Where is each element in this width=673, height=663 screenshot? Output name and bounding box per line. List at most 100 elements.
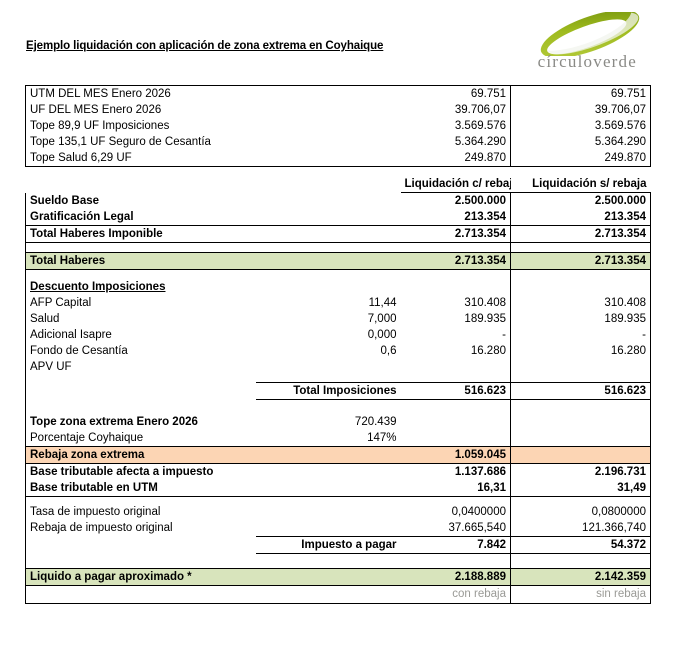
row-value-con: 310.408 bbox=[400, 295, 511, 311]
row-value-con: 189.935 bbox=[400, 311, 511, 327]
row-value-con: 249.870 bbox=[400, 150, 512, 167]
page-title: Ejemplo liquidación con aplicación de zo… bbox=[26, 40, 384, 52]
row-value-sin: 189.935 bbox=[510, 311, 651, 327]
spacer-cell-c bbox=[510, 553, 651, 559]
spacer-row bbox=[25, 375, 651, 383]
row-label: Porcentaje Coyhaique bbox=[25, 430, 256, 447]
spacer-row bbox=[25, 553, 651, 559]
row-label: Tope Salud 6,29 UF bbox=[30, 152, 132, 164]
row-value-con: 2.500.000 bbox=[400, 192, 511, 209]
footnote-sin: sin rebaja bbox=[510, 585, 651, 604]
indicadores-body: UTM DEL MES Enero 2026 69.751 69.751 UF … bbox=[26, 85, 651, 167]
row-label: Base tributable en UTM bbox=[25, 480, 401, 497]
row-label: UF DEL MES Enero 2026 bbox=[30, 104, 162, 116]
row-value-sin: 2.713.354 bbox=[510, 225, 651, 243]
row-rate bbox=[256, 359, 401, 375]
table-row: Tope 89,9 UF Imposiciones 3.569.576 3.56… bbox=[26, 118, 651, 134]
spacer-cell-c bbox=[510, 496, 651, 504]
row-label: UTM DEL MES Enero 2026 bbox=[30, 88, 171, 100]
row-value-con: 69.751 bbox=[400, 85, 512, 102]
row-label: Total Haberes bbox=[25, 252, 401, 270]
spacer-cell-a bbox=[25, 375, 256, 383]
impuesto-body: Tasa de impuesto original 0,0400000 0,08… bbox=[25, 504, 651, 569]
footnote-row: con rebaja sin rebaja bbox=[25, 585, 651, 604]
row-value-con: 5.364.290 bbox=[400, 134, 512, 150]
row-label: Tope 89,9 UF Imposiciones bbox=[30, 120, 170, 132]
row-label: Liquido a pagar aproximado * bbox=[25, 568, 401, 586]
spacer-row bbox=[25, 559, 651, 569]
table-row: UTM DEL MES Enero 2026 69.751 69.751 bbox=[26, 85, 651, 102]
spacer-cell-b bbox=[400, 399, 511, 405]
spacer-cell-b bbox=[400, 242, 511, 253]
row-value-con: 0,0400000 bbox=[400, 504, 511, 520]
row-label: Fondo de Cesantía bbox=[25, 343, 256, 359]
row-value-con: 39.706,07 bbox=[400, 102, 512, 118]
spacer-cell-rate bbox=[255, 375, 401, 383]
row-rate: 147% bbox=[367, 432, 397, 444]
row-value-sin: 213.354 bbox=[510, 209, 651, 226]
swoosh-icon bbox=[540, 12, 640, 56]
row-value-con: 1.137.686 bbox=[400, 463, 511, 480]
spacer-cell-rate bbox=[255, 399, 401, 405]
spacer-cell-a bbox=[25, 559, 401, 569]
row-rate: 0,6 bbox=[380, 345, 397, 357]
row-label: Gratificación Legal bbox=[25, 209, 401, 226]
row-value-sin bbox=[510, 359, 651, 375]
spacer-cell-c bbox=[510, 405, 651, 414]
table-row: Adicional Isapre 0,000 - - bbox=[25, 327, 651, 343]
header-spacer bbox=[26, 176, 256, 193]
spacer-cell-a bbox=[25, 496, 401, 504]
spacer-cell-a bbox=[25, 553, 256, 559]
row-value-sin: 121.366,740 bbox=[510, 520, 651, 537]
row-rate: 720.439 bbox=[354, 416, 397, 428]
row-value-con: 16.280 bbox=[400, 343, 511, 359]
row-value-sin: 2.142.359 bbox=[510, 568, 651, 586]
brand-logo: CÍRCULOVERDE bbox=[475, 12, 655, 74]
spacer-row bbox=[25, 242, 651, 253]
descuento-title-row: Descuento Imposiciones bbox=[25, 279, 651, 295]
liquidacion-table: Liquidación c/ rebaja Liquidación s/ reb… bbox=[25, 176, 651, 604]
row-value-sin: 16.280 bbox=[510, 343, 651, 359]
indicadores-table: UTM DEL MES Enero 2026 69.751 69.751 UF … bbox=[25, 85, 652, 167]
row-value-sin: 39.706,07 bbox=[594, 104, 647, 116]
row-value-sin: 516.623 bbox=[510, 382, 651, 400]
spacer-cell-a bbox=[25, 405, 401, 414]
footnote-con: con rebaja bbox=[400, 585, 511, 604]
base-tributable-body: Base tributable afecta a impuesto 1.137.… bbox=[25, 463, 651, 504]
spacer-cell-b bbox=[400, 496, 511, 504]
row-label: Rebaja de impuesto original bbox=[25, 520, 256, 537]
base-tributable-utm-row: Base tributable en UTM 16,31 31,49 bbox=[25, 480, 651, 497]
empty-cell-sin bbox=[510, 279, 651, 295]
row-value-sin: - bbox=[510, 327, 651, 343]
spacer-cell-b bbox=[400, 405, 511, 414]
spacer-cell-b bbox=[400, 559, 511, 569]
total-haberes-row: Total Haberes 2.713.354 2.713.354 bbox=[25, 252, 651, 270]
row-label: Total Haberes Imponible bbox=[25, 225, 401, 243]
row-value-con: 2.713.354 bbox=[400, 252, 511, 270]
section-title: Descuento Imposiciones bbox=[25, 279, 401, 295]
row-label: Tasa de impuesto original bbox=[25, 504, 401, 520]
empty-cell-label bbox=[25, 382, 256, 400]
row-label: Impuesto a pagar bbox=[301, 539, 397, 551]
row-value-con: 213.354 bbox=[400, 209, 511, 226]
spacer-cell-c bbox=[510, 559, 651, 569]
empty-cell-label bbox=[25, 536, 256, 554]
table-row: AFP Capital 11,44 310.408 310.408 bbox=[25, 295, 651, 311]
column-header-row: Liquidación c/ rebaja Liquidación s/ reb… bbox=[26, 176, 651, 193]
row-label: AFP Capital bbox=[25, 295, 256, 311]
spacer-cell-b bbox=[400, 269, 511, 279]
row-value-sin: 69.751 bbox=[610, 88, 647, 100]
row-label: Salud bbox=[25, 311, 256, 327]
row-label: Sueldo Base bbox=[25, 192, 401, 209]
row-rate: 7,000 bbox=[367, 313, 397, 325]
footnote-spacer bbox=[25, 585, 401, 604]
spacer-cell-rate bbox=[255, 553, 401, 559]
zona-extrema-body: Tope zona extrema Enero 2026 720.439 Por… bbox=[25, 414, 651, 447]
spacer-cell-a bbox=[25, 269, 401, 279]
row-label: Base tributable afecta a impuesto bbox=[25, 463, 401, 480]
spacer-row bbox=[25, 269, 651, 279]
row-label: Rebaja zona extrema bbox=[25, 446, 401, 464]
row-label: Tope 135,1 UF Seguro de Cesantía bbox=[30, 136, 211, 148]
row-value-sin: 249.870 bbox=[604, 152, 647, 164]
empty-cell-sin bbox=[510, 430, 651, 447]
